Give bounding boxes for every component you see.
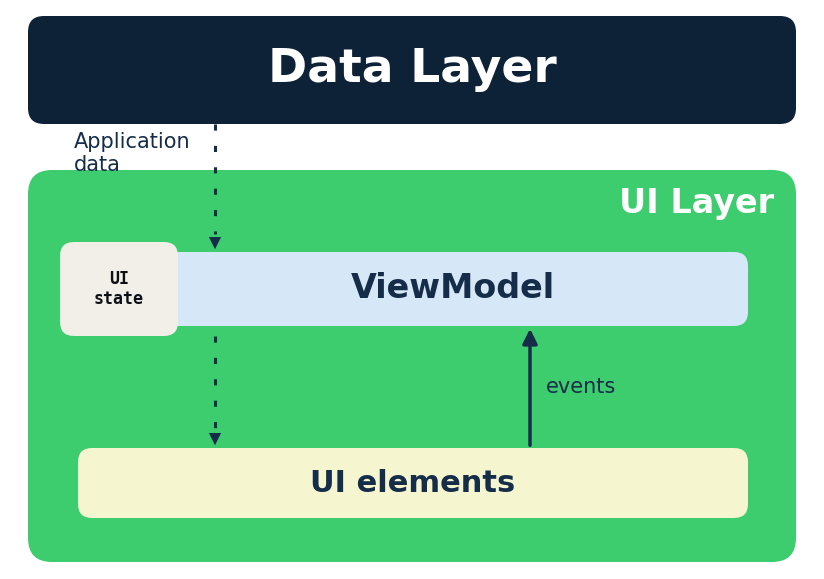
FancyBboxPatch shape <box>28 16 796 124</box>
FancyBboxPatch shape <box>28 170 796 562</box>
Text: UI
state: UI state <box>94 270 144 309</box>
Text: Data Layer: Data Layer <box>268 47 556 93</box>
Text: UI Layer: UI Layer <box>619 188 774 221</box>
Text: events: events <box>546 377 616 397</box>
Text: ViewModel: ViewModel <box>351 273 555 306</box>
Text: UI elements: UI elements <box>311 468 516 497</box>
FancyBboxPatch shape <box>78 252 748 326</box>
Text: Application
data: Application data <box>74 132 190 175</box>
FancyBboxPatch shape <box>78 448 748 518</box>
FancyBboxPatch shape <box>60 242 178 336</box>
